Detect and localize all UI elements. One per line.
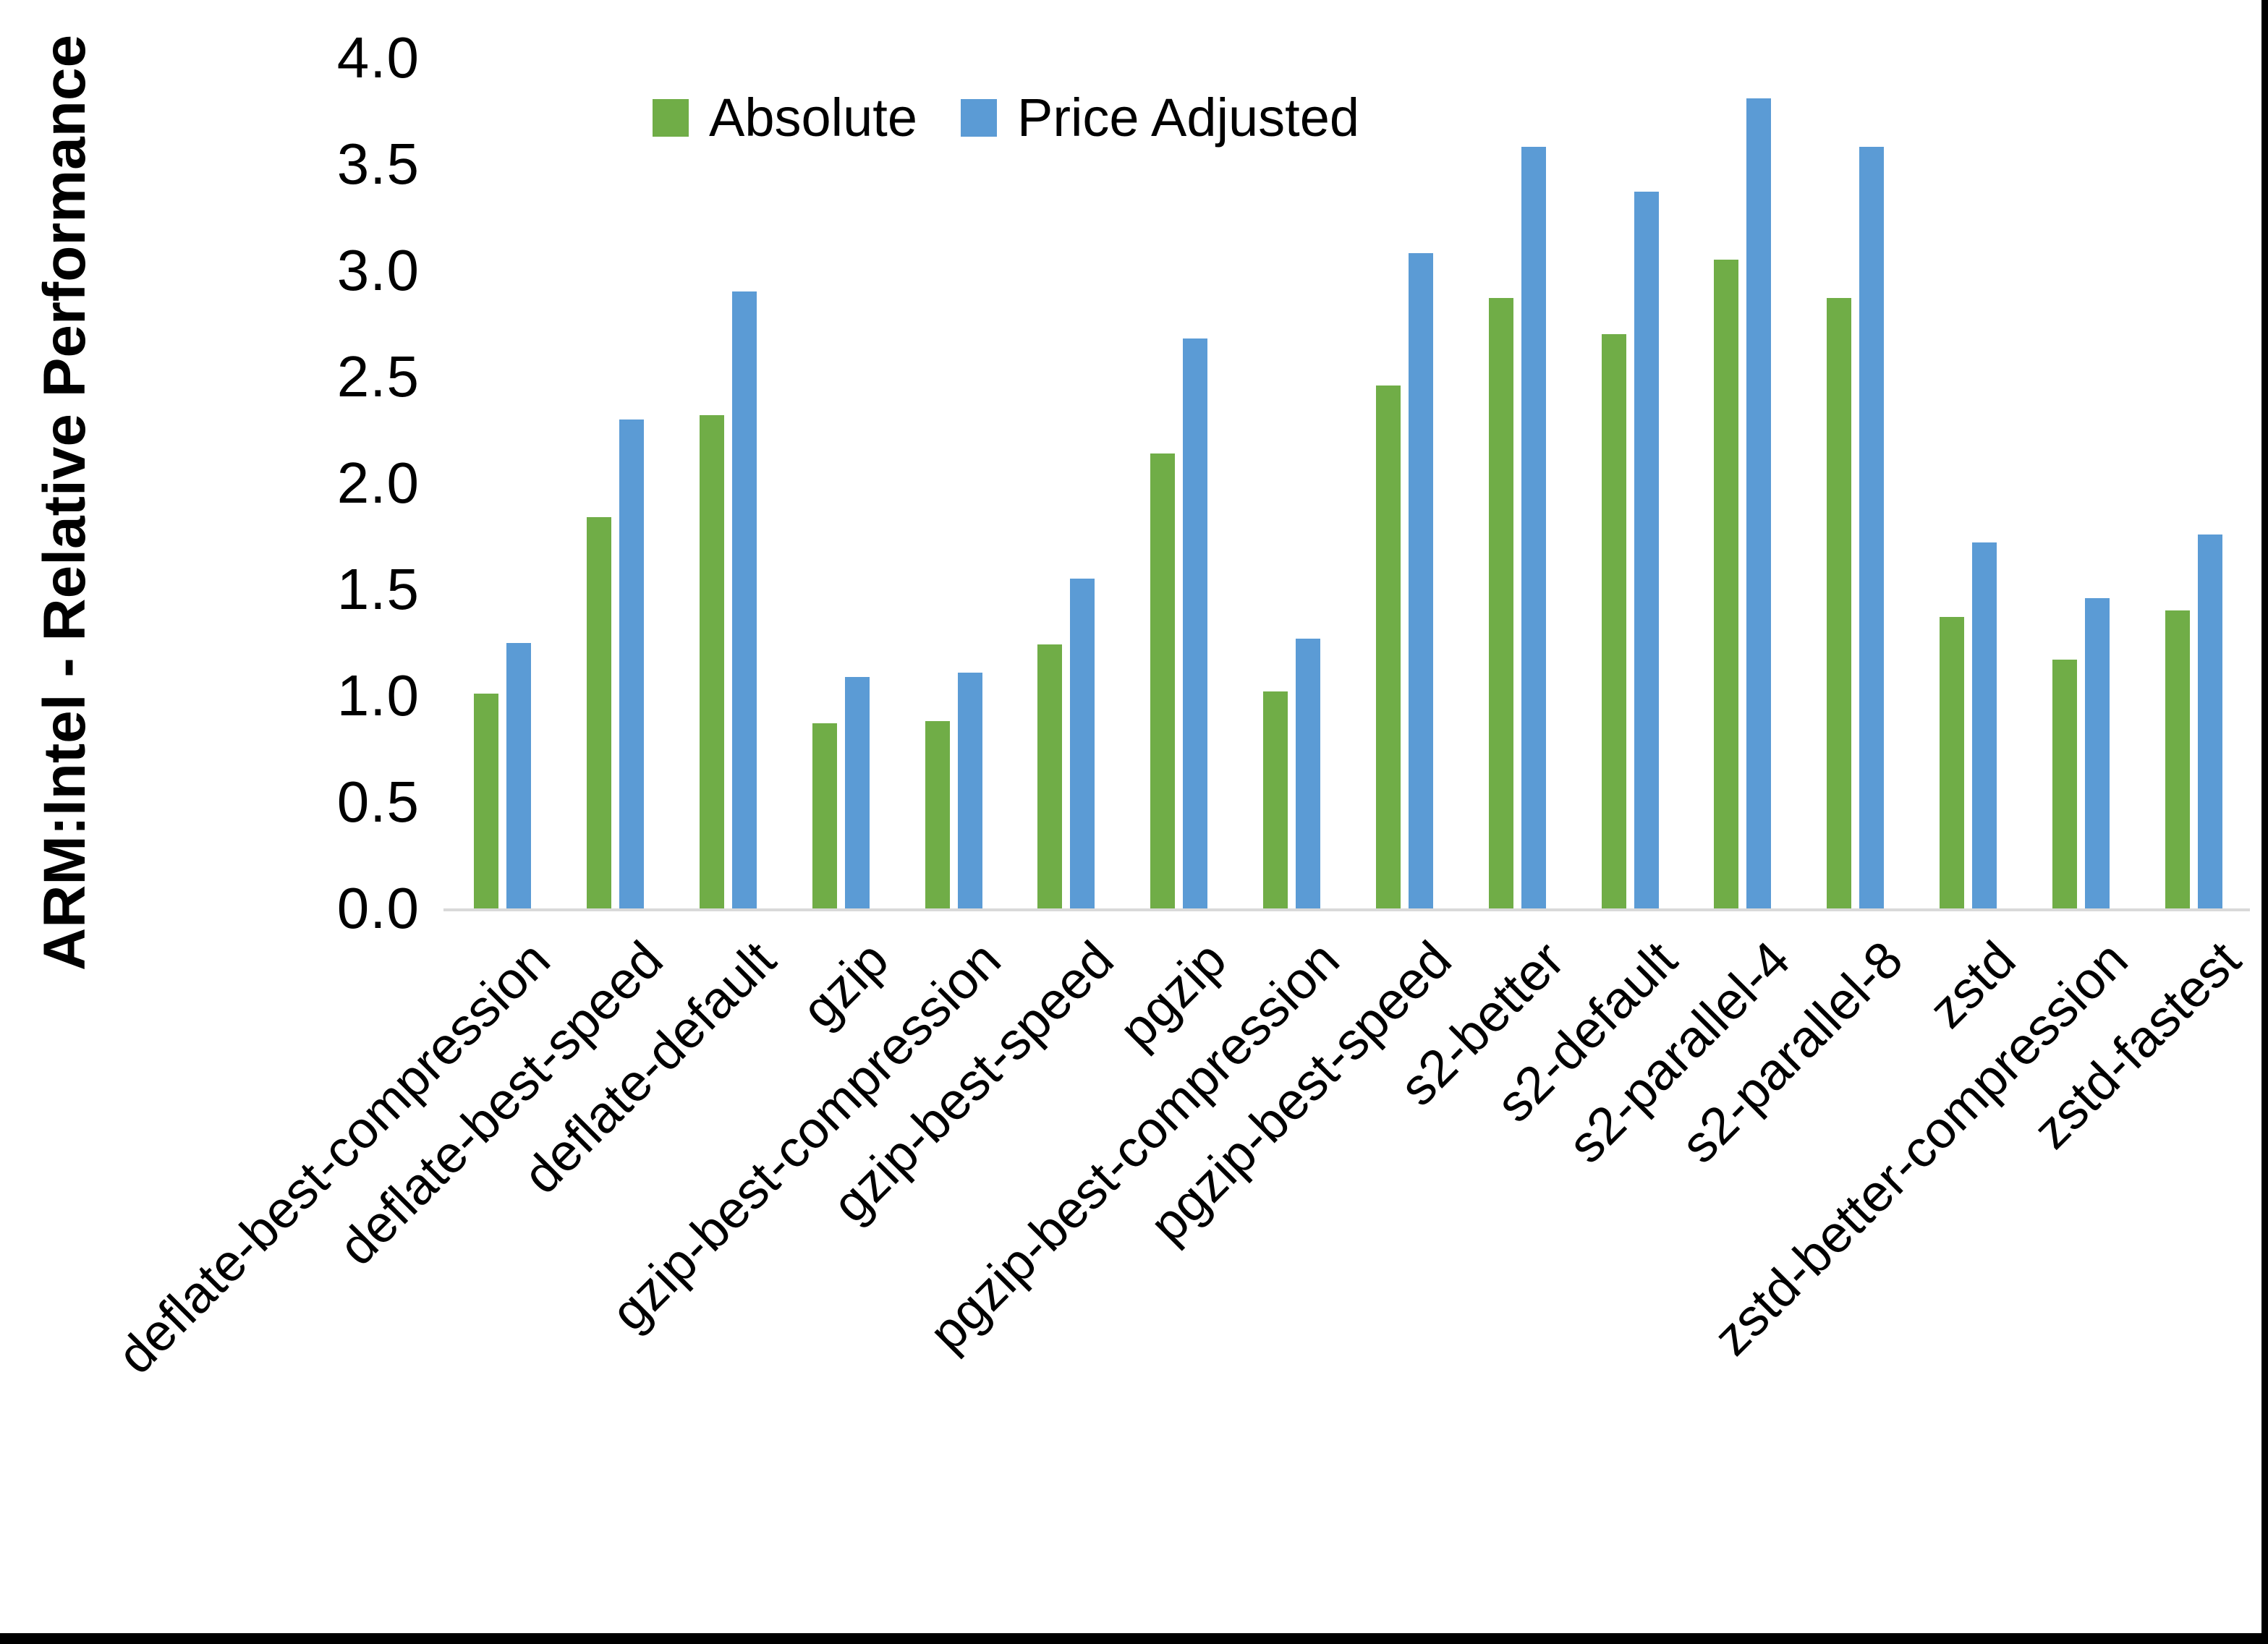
bar-absolute-s2-better	[1488, 298, 1513, 908]
bar-price-adjusted-zstd-better-compression	[2084, 597, 2110, 908]
x-label-cell: pgzip-best-speed	[1139, 908, 1463, 1603]
bar-absolute-gzip-best-speed	[1037, 644, 1063, 908]
legend: Absolute Price Adjusted	[653, 87, 1359, 148]
x-axis-line	[443, 908, 2250, 911]
x-label-cell: s2-better	[1389, 908, 1575, 1603]
x-label-cell: zstd-better-compression	[1703, 908, 2139, 1603]
bar-absolute-pgzip-best-compression	[1263, 691, 1288, 908]
y-tick-label: 0.5	[336, 770, 420, 834]
bar-price-adjusted-pgzip-best-speed	[1408, 253, 1433, 908]
bars-region	[446, 58, 2250, 908]
y-tick-label: 1.0	[336, 663, 420, 728]
y-tick-label: 0.0	[336, 876, 420, 940]
bar-group-s2-default	[1573, 58, 1686, 908]
bar-absolute-gzip-best-compression	[925, 721, 950, 908]
bar-absolute-zstd-fastest	[2165, 610, 2190, 908]
bar-absolute-s2-default	[1601, 334, 1626, 908]
bar-group-s2-parallel-4	[1686, 58, 1799, 908]
bar-absolute-gzip	[812, 723, 837, 908]
legend-entry-absolute: Absolute	[653, 87, 917, 148]
x-label-cell: deflate-best-compression	[106, 908, 561, 1603]
bar-group-zstd-better-compression	[2024, 58, 2137, 908]
bar-group-pgzip	[1123, 58, 1236, 908]
bar-price-adjusted-gzip-best-speed	[1070, 579, 1095, 908]
bar-group-zstd	[1912, 58, 2025, 908]
bar-group-deflate-best-compression	[446, 58, 559, 908]
y-tick-label: 3.0	[336, 238, 420, 302]
bar-price-adjusted-s2-parallel-8	[1859, 147, 1885, 908]
x-category-label: deflate-best-compression	[106, 930, 561, 1385]
bar-group-deflate-default	[672, 58, 785, 908]
bar-group-deflate-best-speed	[559, 58, 672, 908]
bar-absolute-deflate-default	[700, 414, 725, 908]
x-label-cell: zstd-fastest	[2023, 908, 2252, 1603]
bar-group-pgzip-best-speed	[1349, 58, 1461, 908]
bar-group-pgzip-best-compression	[1236, 58, 1349, 908]
y-tick-label: 2.0	[336, 451, 420, 515]
bar-price-adjusted-deflate-best-compression	[506, 642, 532, 908]
bar-price-adjusted-gzip-best-compression	[957, 672, 982, 908]
bar-absolute-zstd-better-compression	[2052, 660, 2077, 908]
bar-group-zstd-fastest	[2137, 58, 2250, 908]
bar-price-adjusted-pgzip	[1183, 338, 1208, 908]
bar-absolute-deflate-best-speed	[587, 517, 612, 908]
bar-group-s2-better	[1461, 58, 1573, 908]
y-tick-label: 2.5	[336, 344, 420, 409]
bar-absolute-s2-parallel-4	[1714, 260, 1739, 908]
legend-entry-price-adjusted: Price Adjusted	[960, 87, 1360, 148]
bar-price-adjusted-s2-default	[1634, 192, 1659, 908]
x-label-cell: gzip	[784, 908, 899, 1603]
bar-price-adjusted-s2-parallel-4	[1746, 98, 1772, 908]
x-label-cell: s2-default	[1486, 908, 1689, 1603]
bar-absolute-pgzip-best-speed	[1375, 385, 1401, 908]
bar-absolute-deflate-best-compression	[474, 694, 499, 908]
x-label-cell: zstd	[1912, 908, 2026, 1603]
bar-price-adjusted-deflate-default	[732, 291, 757, 908]
bar-price-adjusted-pgzip-best-compression	[1296, 638, 1321, 908]
plot-area: Absolute Price Adjusted	[443, 58, 2250, 911]
frame-border-right	[2261, 0, 2268, 1644]
legend-label-price-adjusted: Price Adjusted	[1016, 88, 1360, 148]
y-tick-label: 1.5	[336, 557, 420, 621]
bar-price-adjusted-gzip	[844, 676, 870, 908]
x-label-cell: pgzip-best-compression	[918, 908, 1350, 1603]
bar-group-gzip-best-speed	[1010, 58, 1123, 908]
y-tick-label: 3.5	[336, 132, 420, 196]
bar-group-gzip-best-compression	[897, 58, 1010, 908]
bar-group-s2-parallel-8	[1799, 58, 1912, 908]
frame-border-bottom	[0, 1633, 2268, 1644]
y-tick-label: 4.0	[336, 25, 420, 90]
bar-absolute-pgzip	[1150, 453, 1176, 908]
bar-price-adjusted-deflate-best-speed	[619, 419, 645, 908]
bar-price-adjusted-s2-better	[1521, 147, 1546, 908]
x-label-cell: pgzip	[1108, 908, 1237, 1603]
bar-absolute-s2-parallel-8	[1827, 298, 1852, 908]
bar-price-adjusted-zstd	[1971, 542, 1997, 908]
bar-absolute-zstd	[1939, 617, 1964, 908]
bar-price-adjusted-zstd-fastest	[2197, 534, 2222, 908]
y-axis-tick-labels: 4.0 3.5 3.0 2.5 2.0 1.5 1.0 0.5 0.0	[0, 25, 420, 940]
legend-swatch-absolute-icon	[653, 98, 689, 137]
x-axis-category-labels: deflate-best-compression deflate-best-spe…	[106, 908, 2252, 1603]
legend-swatch-price-adjusted-icon	[960, 98, 997, 137]
bar-group-gzip	[784, 58, 897, 908]
legend-label-absolute: Absolute	[709, 88, 917, 148]
